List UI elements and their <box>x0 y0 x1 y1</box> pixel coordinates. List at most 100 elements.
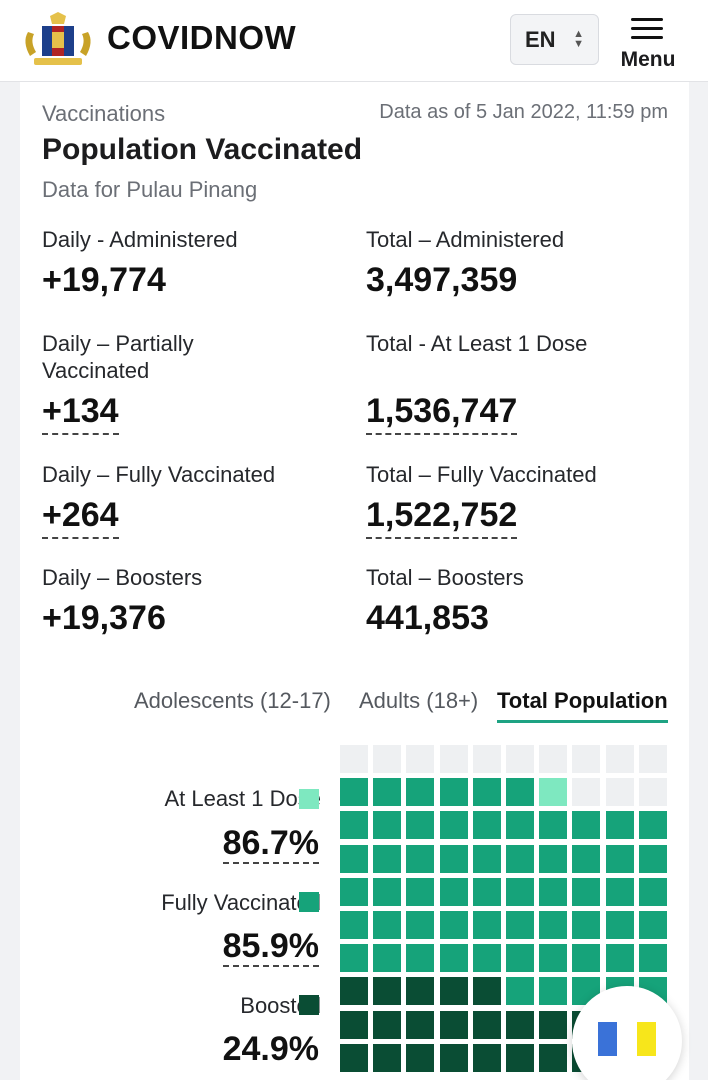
waffle-cell <box>539 877 568 906</box>
waffle-cell <box>572 911 601 939</box>
waffle-cell <box>472 911 501 939</box>
waffle-cell <box>605 745 634 773</box>
stat-total-boosters: Total – Boosters 441,853 <box>366 564 656 638</box>
waffle-cell <box>373 811 402 840</box>
waffle-cell <box>340 977 368 1006</box>
stat-value: +19,376 <box>42 599 166 637</box>
region-subtitle: Data for Pulau Pinang <box>42 177 258 202</box>
stat-label: Daily – Partially Vaccinated <box>42 331 194 383</box>
waffle-cell <box>406 944 435 973</box>
tab-adolescents[interactable]: Adolescents (12-17) <box>134 688 331 713</box>
state-selector-button[interactable] <box>572 986 682 1080</box>
stat-label: Total – Boosters <box>366 565 524 590</box>
waffle-cell <box>406 1010 435 1039</box>
stat-total-administered: Total – Administered 3,497,359 <box>366 226 656 300</box>
waffle-cell <box>638 778 667 807</box>
waffle-cell <box>373 1010 402 1039</box>
legend-label-at-least-one: At Least 1 Dose <box>164 786 321 811</box>
waffle-cell <box>638 745 667 773</box>
waffle-cell <box>539 811 568 840</box>
waffle-cell <box>506 911 534 939</box>
stat-label: Daily - Administered <box>42 227 238 252</box>
waffle-cell <box>340 811 368 840</box>
stat-daily-partially: Daily – Partially Vaccinated +134 <box>42 330 242 435</box>
waffle-cell <box>572 745 601 773</box>
waffle-cell <box>572 844 601 873</box>
stat-value[interactable]: 1,522,752 <box>366 496 518 539</box>
coat-of-arms-logo[interactable] <box>20 12 96 68</box>
waffle-cell <box>439 977 468 1006</box>
waffle-cell <box>472 745 501 773</box>
waffle-cell <box>340 911 368 939</box>
waffle-cell <box>638 944 667 973</box>
waffle-cell <box>638 877 667 906</box>
waffle-cell <box>506 977 534 1006</box>
waffle-cell <box>539 977 568 1006</box>
legend-label-fully: Fully Vaccinated <box>161 890 321 915</box>
tab-adults[interactable]: Adults (18+) <box>359 688 479 713</box>
waffle-cell <box>340 1010 368 1039</box>
language-select[interactable]: EN ▲ ▼ <box>510 14 599 65</box>
waffle-cell <box>539 745 568 773</box>
waffle-cell <box>406 977 435 1006</box>
brand-name[interactable]: COVIDNOW <box>107 19 297 56</box>
stat-value: 441,853 <box>366 599 489 637</box>
page-title: Population Vaccinated <box>42 133 363 166</box>
waffle-cell <box>406 877 435 906</box>
waffle-cell <box>638 911 667 939</box>
tab-total-population[interactable]: Total Population <box>497 688 668 723</box>
waffle-cell <box>439 944 468 973</box>
waffle-cell <box>539 1043 568 1072</box>
legend-swatch-boosted <box>299 995 319 1015</box>
waffle-cell <box>439 911 468 939</box>
waffle-cell <box>506 745 534 773</box>
menu-label: Menu <box>620 48 676 71</box>
stat-daily-administered: Daily - Administered +19,774 <box>42 226 332 300</box>
waffle-cell <box>539 944 568 973</box>
waffle-cell <box>472 944 501 973</box>
stat-value[interactable]: +264 <box>42 496 119 539</box>
waffle-cell <box>572 811 601 840</box>
waffle-cell <box>506 877 534 906</box>
waffle-cell <box>373 877 402 906</box>
population-tabs: Adolescents (12-17) Adults (18+) Total P… <box>20 688 689 728</box>
stat-value[interactable]: +134 <box>42 392 119 435</box>
waffle-cell <box>472 1043 501 1072</box>
waffle-cell <box>340 778 368 807</box>
waffle-cell <box>605 944 634 973</box>
waffle-cell <box>373 745 402 773</box>
waffle-cell <box>373 1043 402 1072</box>
language-value: EN <box>525 26 556 52</box>
waffle-cell <box>406 745 435 773</box>
waffle-cell <box>472 844 501 873</box>
waffle-cell <box>406 1043 435 1072</box>
waffle-cell <box>472 1010 501 1039</box>
waffle-cell <box>506 1010 534 1039</box>
stat-label: Total – Administered <box>366 227 565 252</box>
waffle-cell <box>439 844 468 873</box>
stat-value[interactable]: 1,536,747 <box>366 392 518 435</box>
stat-total-fully: Total – Fully Vaccinated 1,522,752 <box>366 461 656 539</box>
waffle-cell <box>406 844 435 873</box>
stat-label: Daily – Fully Vaccinated <box>42 462 276 487</box>
top-header: COVIDNOW EN ▲ ▼ Menu <box>0 0 708 82</box>
waffle-cell <box>572 944 601 973</box>
waffle-cell <box>605 811 634 840</box>
waffle-cell <box>340 745 368 773</box>
menu-button[interactable]: Menu <box>615 14 681 72</box>
stat-label: Total - At Least 1 Dose <box>366 331 588 356</box>
waffle-cell <box>373 844 402 873</box>
stat-daily-boosters: Daily – Boosters +19,376 <box>42 564 332 638</box>
waffle-cell <box>506 811 534 840</box>
stat-daily-fully: Daily – Fully Vaccinated +264 <box>42 461 332 539</box>
waffle-cell <box>373 778 402 807</box>
stat-value: +19,774 <box>42 261 166 299</box>
hamburger-icon <box>631 18 663 45</box>
legend-value-fully[interactable]: 85.9% <box>222 927 319 967</box>
stat-label: Total – Fully Vaccinated <box>366 462 597 487</box>
waffle-cell <box>572 877 601 906</box>
waffle-cell <box>373 977 402 1006</box>
waffle-cell <box>340 944 368 973</box>
waffle-cell <box>539 844 568 873</box>
legend-value-at-least-one[interactable]: 86.7% <box>222 824 319 864</box>
